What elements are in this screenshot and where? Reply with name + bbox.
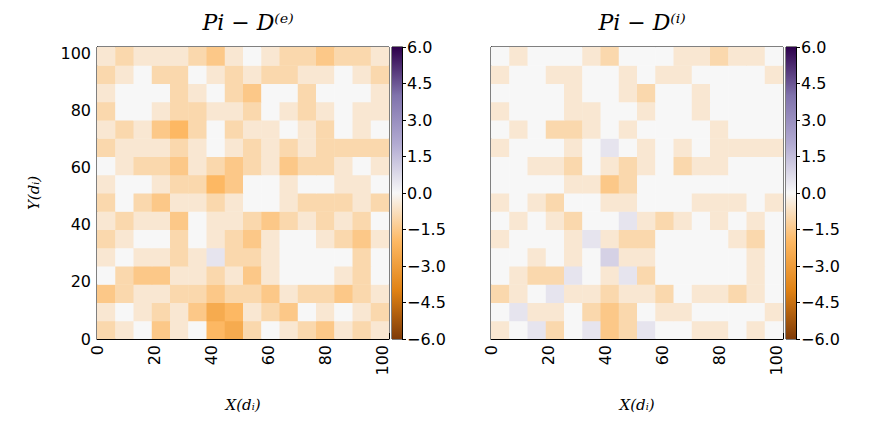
svg-text:Pi − D⁽ᵉ⁾: Pi − D⁽ᵉ⁾ — [201, 10, 293, 35]
svg-text:0.0: 0.0 — [801, 184, 826, 203]
svg-text:0: 0 — [482, 345, 501, 355]
svg-text:60: 60 — [71, 158, 91, 177]
svg-text:−1.5: −1.5 — [407, 220, 446, 239]
svg-text:20: 20 — [539, 345, 558, 365]
svg-text:4.5: 4.5 — [407, 74, 432, 93]
svg-text:X(dᵢ): X(dᵢ) — [224, 396, 260, 414]
svg-text:0: 0 — [80, 329, 91, 349]
svg-text:100: 100 — [373, 345, 392, 376]
svg-text:40: 40 — [202, 345, 221, 365]
svg-text:3.0: 3.0 — [801, 111, 826, 130]
svg-text:1.5: 1.5 — [801, 147, 826, 166]
svg-text:6.0: 6.0 — [801, 38, 826, 57]
svg-text:40: 40 — [596, 345, 615, 365]
svg-text:60: 60 — [653, 345, 672, 365]
svg-text:4.5: 4.5 — [801, 74, 826, 93]
svg-text:−1.5: −1.5 — [801, 220, 840, 239]
svg-text:100: 100 — [767, 345, 786, 376]
svg-text:60: 60 — [259, 345, 278, 365]
svg-text:6.0: 6.0 — [407, 38, 432, 57]
svg-text:X(dᵢ): X(dᵢ) — [618, 396, 654, 414]
svg-text:20: 20 — [145, 345, 164, 365]
svg-text:100: 100 — [60, 44, 91, 63]
svg-text:80: 80 — [710, 345, 729, 365]
svg-text:3.0: 3.0 — [407, 111, 432, 130]
svg-text:0.0: 0.0 — [407, 184, 432, 203]
svg-text:1.5: 1.5 — [407, 147, 432, 166]
svg-text:−3.0: −3.0 — [407, 257, 446, 276]
svg-text:20: 20 — [71, 272, 91, 291]
svg-text:−3.0: −3.0 — [801, 257, 840, 276]
svg-text:−4.5: −4.5 — [801, 293, 840, 312]
svg-text:−4.5: −4.5 — [407, 293, 446, 312]
svg-text:Y(dᵢ): Y(dᵢ) — [25, 176, 43, 210]
svg-text:80: 80 — [316, 345, 335, 365]
svg-text:Pi − D⁽ⁱ⁾: Pi − D⁽ⁱ⁾ — [597, 10, 685, 35]
svg-text:40: 40 — [71, 215, 91, 234]
svg-text:−6.0: −6.0 — [801, 330, 840, 349]
svg-text:−6.0: −6.0 — [407, 330, 446, 349]
svg-text:0: 0 — [88, 345, 107, 355]
svg-text:80: 80 — [71, 101, 91, 120]
